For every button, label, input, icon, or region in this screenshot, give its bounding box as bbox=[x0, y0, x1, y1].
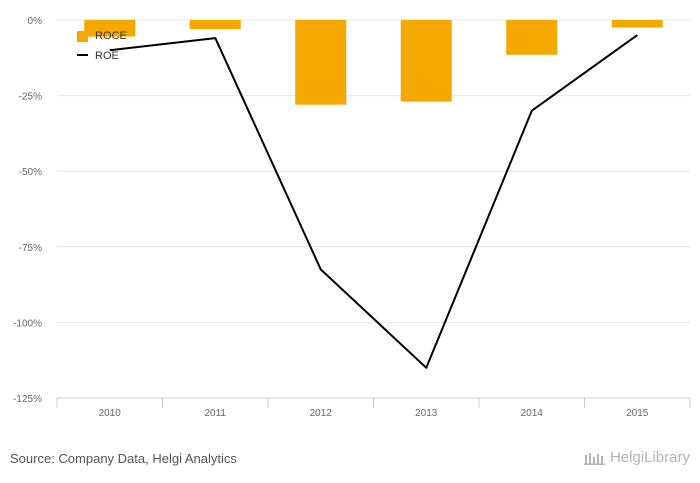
roe-line-group bbox=[109, 34, 638, 369]
roce-bar bbox=[400, 20, 452, 102]
x-axis: 2010 2011 2012 2013 2014 2015 bbox=[56, 397, 691, 419]
y-tick-label: -100% bbox=[13, 318, 42, 329]
y-tick-label: -25% bbox=[19, 92, 42, 103]
roce-bars bbox=[84, 20, 663, 105]
roce-bar bbox=[506, 20, 558, 55]
legend: ROCE ROE bbox=[77, 30, 127, 62]
brand-name: HelgiLibrary bbox=[609, 449, 690, 466]
x-tick-label: 2011 bbox=[204, 408, 226, 419]
x-tick-label: 2013 bbox=[415, 408, 438, 419]
x-tick-label: 2015 bbox=[626, 408, 649, 419]
y-tick-label: -75% bbox=[19, 243, 42, 254]
source-note: Source: Company Data, Helgi Analytics bbox=[10, 451, 237, 466]
x-tick-label: 2014 bbox=[521, 408, 544, 419]
y-tick-label: 0% bbox=[28, 16, 43, 27]
roe-line bbox=[109, 34, 638, 369]
grid bbox=[57, 19, 690, 399]
y-tick-label: -50% bbox=[19, 167, 42, 178]
chart: 0%-25%-50%-75%-100%-125% 2010 2011 2012 201… bbox=[13, 16, 691, 419]
x-tick-label: 2010 bbox=[99, 408, 122, 419]
y-axis: 0% -25% -50% -75% -100% -125% bbox=[13, 16, 42, 405]
brand-logo: HelgiLibrary bbox=[583, 449, 690, 466]
legend-label-roe: ROE bbox=[95, 50, 119, 62]
roce-bar bbox=[84, 20, 136, 37]
roce-bar bbox=[611, 20, 663, 28]
library-logo-icon bbox=[583, 452, 605, 465]
roce-bar bbox=[295, 20, 347, 105]
legend-label-roce: ROCE bbox=[95, 30, 127, 42]
legend-swatch-roce bbox=[77, 31, 88, 42]
roce-bar bbox=[189, 20, 241, 30]
x-tick-label: 2012 bbox=[310, 408, 333, 419]
y-tick-label: -125% bbox=[13, 394, 42, 405]
